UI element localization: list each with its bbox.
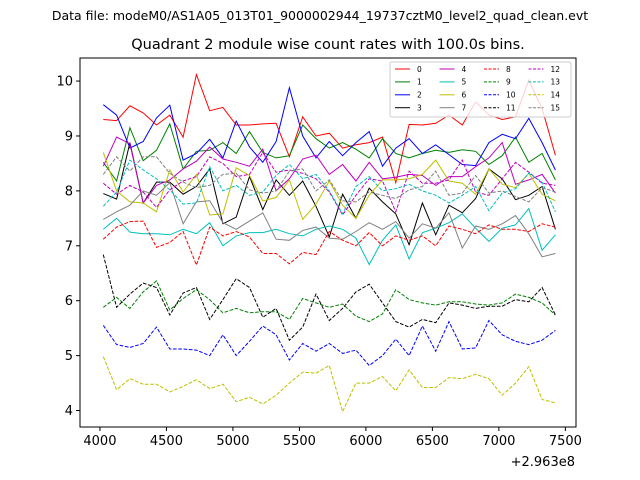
series-line-2 — [102, 85, 556, 171]
plot-lines — [102, 72, 556, 414]
y-tick-label: 7 — [65, 239, 73, 254]
y-axis-ticks: 4 5 6 7 8 9 10 — [56, 75, 80, 419]
legend-label-15: 15 — [551, 104, 561, 113]
x-tick-label: 6500 — [416, 434, 449, 449]
series-line-5 — [102, 207, 556, 266]
series-line-7 — [103, 181, 556, 258]
series-line-11 — [102, 254, 556, 342]
legend-label-8: 8 — [506, 65, 511, 74]
x-offset-label: +2.963e8 — [511, 455, 575, 470]
legend-label-9: 9 — [506, 78, 511, 87]
series-line-4 — [102, 136, 556, 205]
x-tick-label: 7000 — [482, 434, 515, 449]
series-line-6 — [102, 152, 556, 221]
plot-frame — [79, 57, 577, 428]
legend-label-4: 4 — [462, 65, 467, 74]
x-tick-label: 4000 — [83, 434, 116, 449]
legend-label-13: 13 — [551, 78, 561, 87]
y-tick-label: 5 — [65, 349, 73, 364]
x-tick-label: 4500 — [150, 434, 183, 449]
y-tick-label: 8 — [65, 184, 73, 199]
series-line-10 — [102, 319, 556, 367]
series-line-9 — [103, 280, 556, 323]
legend-label-7: 7 — [462, 104, 467, 113]
series-line-14 — [102, 356, 556, 414]
legend-label-3: 3 — [417, 104, 422, 113]
y-tick-label: 9 — [65, 129, 73, 144]
legend-label-6: 6 — [462, 91, 467, 100]
y-tick-label: 6 — [65, 294, 73, 309]
x-tick-label: 5500 — [283, 434, 316, 449]
series-line-13 — [102, 159, 556, 215]
legend-label-5: 5 — [462, 78, 467, 87]
legend-label-10: 10 — [506, 91, 516, 100]
y-tick-label: 10 — [56, 75, 73, 90]
legend-label-1: 1 — [417, 78, 422, 87]
x-tick-label: 5000 — [216, 434, 249, 449]
x-axis-ticks: 4000 4500 5000 5500 6000 6500 7000 7500 — [83, 427, 582, 449]
series-line-8 — [102, 220, 556, 267]
x-tick-label: 7500 — [549, 434, 582, 449]
legend-box — [389, 61, 572, 118]
chart-title: Quadrant 2 module wise count rates with … — [131, 37, 525, 53]
legend-label-0: 0 — [417, 65, 422, 74]
data-file-label: Data file: modeM0/AS1A05_013T01_90000029… — [52, 8, 588, 23]
series-line-3 — [103, 142, 556, 247]
series-line-1 — [102, 122, 556, 183]
y-tick-label: 4 — [65, 404, 73, 419]
legend-label-12: 12 — [551, 65, 561, 74]
x-tick-label: 6000 — [349, 434, 382, 449]
series-line-15 — [102, 156, 556, 203]
legend-label-11: 11 — [506, 104, 516, 113]
legend-label-14: 14 — [551, 91, 561, 100]
legend-label-2: 2 — [417, 91, 422, 100]
series-line-12 — [102, 151, 556, 216]
